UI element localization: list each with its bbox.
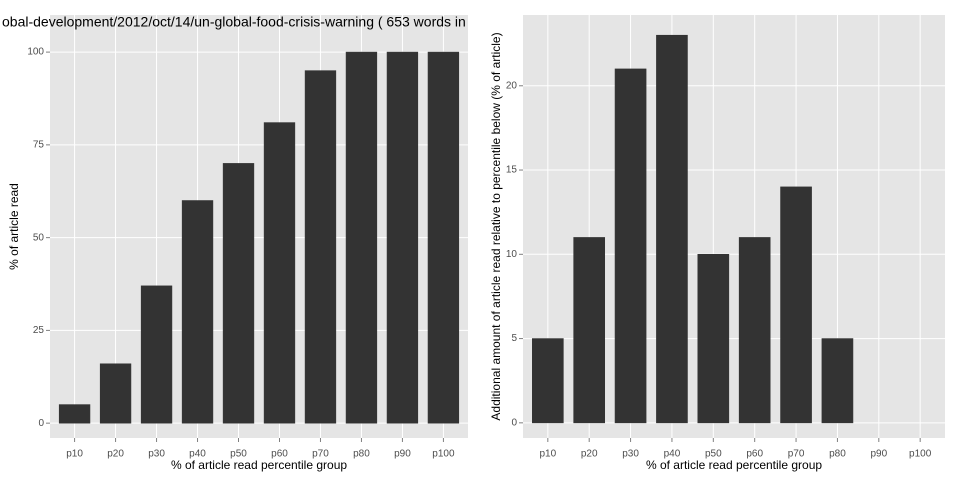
x-tick-label: p20 xyxy=(581,449,598,460)
y-tick-label: 100 xyxy=(27,47,44,58)
bar xyxy=(738,237,771,424)
y-tick-label: 10 xyxy=(506,249,518,260)
bar xyxy=(99,363,132,424)
x-tick-label: p50 xyxy=(705,449,722,460)
y-tick-label: 50 xyxy=(33,232,45,243)
bar xyxy=(140,285,173,424)
x-tick-label: p90 xyxy=(394,449,411,460)
y-tick-label: 0 xyxy=(38,418,44,429)
x-tick-label: p30 xyxy=(622,449,639,460)
bar xyxy=(222,163,255,424)
bar xyxy=(780,186,812,424)
x-tick-label: p80 xyxy=(353,449,370,460)
x-tick-label: p60 xyxy=(746,449,763,460)
x-tick-label: p30 xyxy=(148,449,165,460)
bar xyxy=(263,122,296,424)
bar xyxy=(386,51,419,424)
chart-title: obal-development/2012/oct/14/un-global-f… xyxy=(2,14,466,30)
bar xyxy=(181,200,214,424)
y-tick-label: 5 xyxy=(511,333,517,344)
x-tick-label: p60 xyxy=(271,449,288,460)
x-tick-label: p100 xyxy=(432,449,455,460)
y-axis-title: Additional amount of article read relati… xyxy=(489,32,503,420)
x-axis-title: % of article read percentile group xyxy=(171,458,347,472)
bar xyxy=(304,70,337,424)
x-axis-title: % of article read percentile group xyxy=(646,458,822,472)
x-tick-label: p100 xyxy=(909,449,932,460)
x-tick-label: p10 xyxy=(66,449,83,460)
bar xyxy=(614,68,647,424)
bar xyxy=(573,237,606,424)
y-tick-label: 15 xyxy=(506,165,518,176)
y-axis-title: % of article read xyxy=(7,183,21,270)
x-tick-label: p70 xyxy=(788,449,805,460)
bar xyxy=(427,51,460,424)
y-tick-label: 20 xyxy=(506,80,518,91)
x-tick-label: p70 xyxy=(312,449,329,460)
bar xyxy=(345,51,378,424)
bar xyxy=(656,34,688,424)
y-tick-label: 25 xyxy=(33,325,45,336)
x-tick-label: p50 xyxy=(230,449,247,460)
y-tick-label: 75 xyxy=(33,140,45,151)
x-tick-label: p40 xyxy=(189,449,206,460)
bar xyxy=(58,404,91,424)
x-tick-label: p40 xyxy=(664,449,681,460)
x-tick-label: p90 xyxy=(870,449,887,460)
y-tick-label: 0 xyxy=(511,417,517,428)
x-tick-label: p80 xyxy=(829,449,846,460)
bar xyxy=(821,338,854,424)
bar xyxy=(532,338,564,424)
x-tick-label: p20 xyxy=(107,449,124,460)
x-tick-label: p10 xyxy=(539,449,556,460)
bar xyxy=(697,254,730,424)
